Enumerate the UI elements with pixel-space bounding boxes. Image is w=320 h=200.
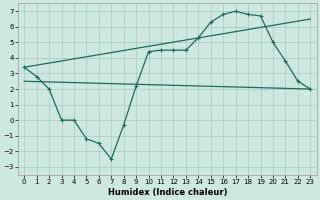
X-axis label: Humidex (Indice chaleur): Humidex (Indice chaleur) [108,188,227,197]
